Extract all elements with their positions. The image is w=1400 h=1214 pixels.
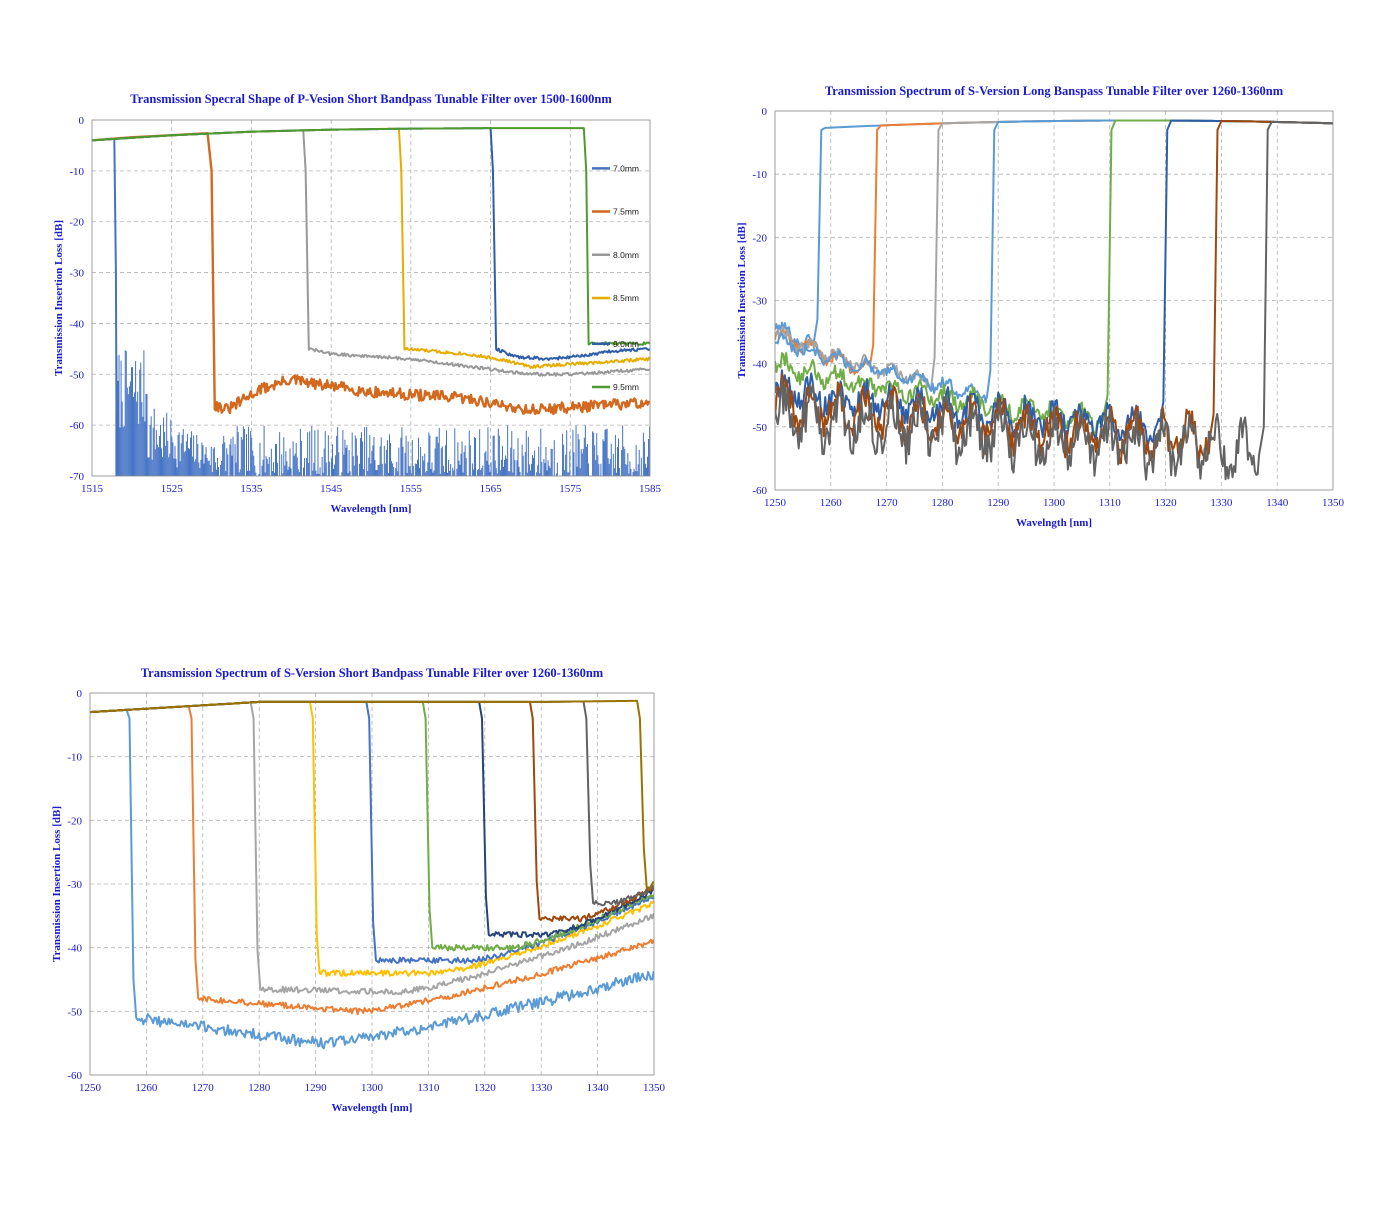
chart1-xtick-label: 1535 — [240, 483, 263, 495]
chart2-ytick-label: 0 — [762, 106, 768, 118]
chart1-ytick-label: -10 — [69, 166, 84, 178]
chart3-xtick-label: 1320 — [474, 1082, 497, 1094]
chart3-xtick-label: 1330 — [530, 1082, 553, 1094]
chart1-ytick-label: -70 — [69, 471, 84, 483]
chart1-plot-border — [91, 119, 651, 477]
chart2-xtick-label: 1300 — [1043, 497, 1066, 509]
chart3-xtick-label: 1250 — [79, 1082, 102, 1094]
chart1-series-9.5mm-line — [92, 127, 650, 347]
chart2-series-8-line — [775, 120, 1333, 481]
chart3-title: Transmission Spectrum of S-Version Short… — [141, 666, 604, 680]
chart3-series-2-line — [90, 705, 654, 1016]
chart3-xtick-label: 1340 — [587, 1082, 610, 1094]
chart2-series-6-line — [775, 119, 1333, 449]
chart2-xtick-label: 1340 — [1266, 497, 1289, 509]
chart3-ytick-label: -60 — [67, 1070, 82, 1082]
chart2-plot-area — [775, 119, 1333, 481]
chart-s-version-short-bandpass: Transmission Spectrum of S-Version Short… — [40, 662, 680, 1114]
chart1-ytick-label: -30 — [69, 268, 84, 280]
chart2-xtick-label: 1320 — [1155, 497, 1178, 509]
chart1-title: Transmission Specral Shape of P-Vesion S… — [130, 92, 612, 106]
chart2-xtick-label: 1260 — [820, 497, 843, 509]
chart3-xtick-label: 1260 — [135, 1082, 158, 1094]
chart2-xtick-label: 1250 — [764, 497, 787, 509]
chart3-ytick-label: -20 — [67, 815, 82, 827]
chart3-xlabel: Wavelength [nm] — [332, 1102, 413, 1114]
chart1-xtick-label: 1515 — [81, 483, 104, 495]
chart1-series-9.0mm-line — [92, 127, 650, 361]
chart3-series-5-line — [90, 700, 654, 965]
chart2-ytick-label: -20 — [752, 232, 767, 244]
chart3-svg: Transmission Spectrum of S-Version Short… — [51, 666, 666, 1114]
chart1-plot-area — [92, 127, 650, 476]
chart1-xtick-label: 1565 — [480, 483, 503, 495]
chart1-svg: Transmission Specral Shape of P-Vesion S… — [53, 92, 662, 515]
chart1-xtick-label: 1585 — [639, 483, 662, 495]
chart3-series-10-line — [90, 699, 654, 891]
chart1-xtick-label: 1525 — [161, 483, 184, 495]
chart2-title: Transmission Spectrum of S-Version Long … — [825, 84, 1284, 98]
chart3-xtick-label: 1350 — [643, 1082, 666, 1094]
chart3-plot-area — [90, 699, 654, 1050]
chart2-xtick-label: 1350 — [1322, 497, 1345, 509]
chart1-series-8.5mm-line — [92, 127, 650, 370]
chart2-series-7-line — [775, 120, 1333, 465]
chart3-xtick-label: 1270 — [192, 1082, 215, 1094]
chart1-ytick-label: 0 — [79, 115, 85, 127]
chart2-ytick-label: -30 — [752, 296, 767, 308]
chart2-ytick-label: -10 — [752, 169, 767, 181]
chart1-ytick-label: -40 — [69, 318, 84, 330]
chart1-series-7.0mm-noise — [115, 350, 650, 476]
chart3-plot-border — [89, 692, 655, 1076]
chart3-ytick-label: -30 — [67, 879, 82, 891]
chart1-series-8.0mm-line — [92, 129, 650, 377]
chart3-xtick-label: 1290 — [305, 1082, 328, 1094]
chart1-series-7.5mm-line — [92, 132, 650, 416]
chart3-ytick-label: -10 — [67, 752, 82, 764]
chart-s-version-long-bandpass: Transmission Spectrum of S-Version Long … — [725, 80, 1365, 530]
chart3-series-1-line — [90, 708, 654, 1050]
chart3-xtick-label: 1280 — [248, 1082, 271, 1094]
chart2-xtick-label: 1330 — [1210, 497, 1233, 509]
chart2-xtick-label: 1280 — [931, 497, 954, 509]
chart1-xlabel: Wavelength [nm] — [331, 503, 412, 515]
chart2-ytick-label: -60 — [752, 485, 767, 497]
chart1-legend-label: 8.0mm — [613, 250, 639, 260]
chart2-xtick-label: 1290 — [987, 497, 1010, 509]
chart1-ytick-label: -60 — [69, 420, 84, 432]
chart1-legend-label: 7.5mm — [613, 207, 639, 217]
chart1-ylabel: Transmission Insertion Loss [dB] — [53, 220, 65, 376]
chart1-legend-label: 7.0mm — [613, 163, 639, 173]
chart2-ylabel: Transmission Insertion Loss [dB] — [736, 223, 748, 379]
chart1-ytick-label: -50 — [69, 369, 84, 381]
chart2-ytick-label: -40 — [752, 359, 767, 371]
chart2-xlabel: Wavelngth [nm] — [1016, 517, 1092, 529]
chart3-ylabel: Transmission Insertion Loss [dB] — [51, 806, 63, 962]
chart2-xtick-label: 1310 — [1099, 497, 1122, 509]
chart3-ytick-label: -40 — [67, 943, 82, 955]
chart2-ytick-label: -50 — [752, 422, 767, 434]
chart3-xtick-label: 1310 — [417, 1082, 440, 1094]
chart1-legend-label: 9.0mm — [613, 339, 639, 349]
chart1-xtick-label: 1575 — [559, 483, 582, 495]
chart3-ytick-label: 0 — [77, 688, 83, 700]
chart3-xtick-label: 1300 — [361, 1082, 384, 1094]
chart2-plot-border — [774, 110, 1334, 491]
chart2-svg: Transmission Spectrum of S-Version Long … — [736, 84, 1345, 529]
chart2-xtick-label: 1270 — [876, 497, 899, 509]
chart1-xtick-label: 1545 — [320, 483, 343, 495]
chart1-ytick-label: -20 — [69, 217, 84, 229]
chart1-legend-label: 8.5mm — [613, 293, 639, 303]
chart1-legend-label: 9.5mm — [613, 382, 639, 392]
chart-p-version-short-bandpass: Transmission Specral Shape of P-Vesion S… — [40, 88, 680, 528]
chart1-xtick-label: 1555 — [400, 483, 423, 495]
chart3-ytick-label: -50 — [67, 1006, 82, 1018]
